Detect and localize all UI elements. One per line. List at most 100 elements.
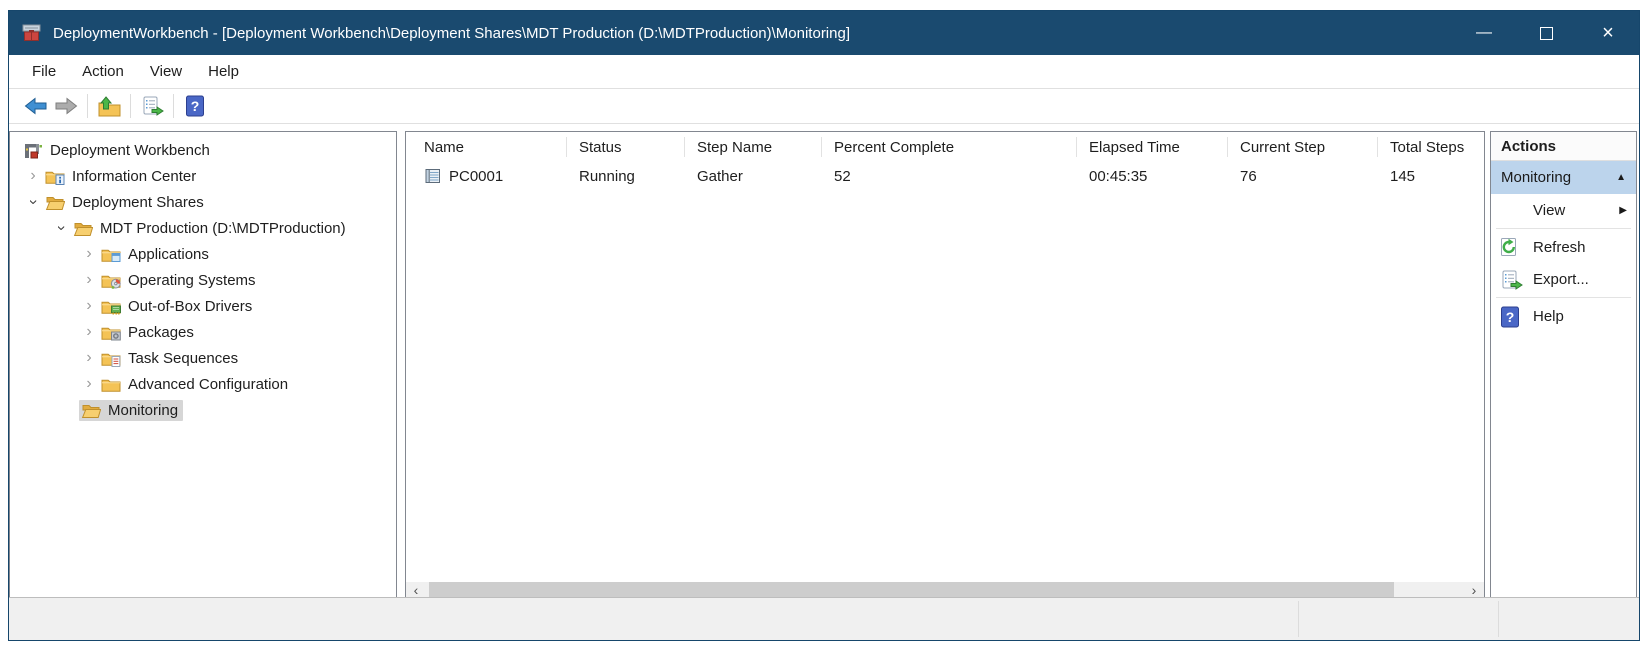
tree-item-packages[interactable]: › Packages <box>10 319 396 345</box>
column-header-status[interactable]: Status <box>567 132 685 162</box>
tree-item-label: Operating Systems <box>128 271 256 289</box>
expander-collapsed-icon[interactable]: › <box>86 271 92 288</box>
toolbar-separator <box>173 94 174 118</box>
tree-item-label: Task Sequences <box>128 349 239 367</box>
tree-item-label: Packages <box>128 323 194 341</box>
tree-item-deployment-workbench[interactable]: Deployment Workbench <box>10 137 396 163</box>
results-pane: Name Status Step Name Percent Complete Elaps… <box>405 131 1485 600</box>
action-label: Refresh <box>1533 238 1586 256</box>
cell-step-name: Gather <box>697 167 743 185</box>
up-one-level-button[interactable] <box>94 93 124 119</box>
tree-item-information-center[interactable]: › Information Center <box>10 163 396 189</box>
column-header-step-name[interactable]: Step Name <box>685 132 822 162</box>
back-button[interactable] <box>21 93 51 119</box>
refresh-icon <box>1499 237 1520 258</box>
tree-item-applications[interactable]: › Applications <box>10 241 396 267</box>
expander-collapsed-icon[interactable]: › <box>86 375 92 392</box>
minimize-button[interactable]: — <box>1476 24 1492 41</box>
tree-item-advanced-configuration[interactable]: › Advanced Configuration <box>10 371 396 397</box>
tree-item-mdt-production-d-mdtproduction[interactable]: › MDT Production (D:\MDTProduction) <box>10 215 396 241</box>
column-header-current-step[interactable]: Current Step <box>1228 132 1378 162</box>
menu-view[interactable]: View <box>149 63 183 80</box>
forward-button[interactable] <box>51 93 81 119</box>
scroll-right-icon[interactable]: › <box>1471 582 1477 598</box>
help-button[interactable]: ? <box>180 93 210 119</box>
action-label: View <box>1533 201 1566 219</box>
submenu-arrow-icon: ▶ <box>1619 204 1627 216</box>
menu-action[interactable]: Action <box>82 63 124 80</box>
tree-item-body[interactable]: Packages <box>99 322 199 343</box>
actions-item-list: View ▶ Refresh Export... ? Help <box>1491 194 1636 332</box>
content-area: Deployment Workbench › Information Cente… <box>9 124 1639 600</box>
tree-item-body[interactable]: MDT Production (D:\MDTProduction) <box>71 218 351 239</box>
tree-item-body[interactable]: Task Sequences <box>99 348 243 369</box>
tree-item-out-of-box-drivers[interactable]: › Out-of-Box Drivers <box>10 293 396 319</box>
action-view[interactable]: View ▶ <box>1491 194 1636 226</box>
tree-item-label: Information Center <box>72 167 197 185</box>
actions-group-monitoring[interactable]: Monitoring ▲ <box>1491 161 1636 194</box>
expander-collapsed-icon[interactable]: › <box>86 323 92 340</box>
maximize-button[interactable] <box>1515 11 1577 55</box>
maximize-icon <box>1539 26 1553 40</box>
expander-collapsed-icon[interactable]: › <box>30 167 36 184</box>
tree-item-body[interactable]: Advanced Configuration <box>99 374 293 395</box>
list-row-pc0001[interactable]: PC0001 Running Gather 52 00:45:35 76 145 <box>406 162 1484 190</box>
folder-open-icon <box>81 402 101 419</box>
tree-item-body[interactable]: Operating Systems <box>99 270 261 291</box>
back-icon <box>24 95 48 117</box>
export-icon <box>140 95 164 118</box>
action-label: Help <box>1533 307 1564 325</box>
column-header-name[interactable]: Name <box>406 132 567 162</box>
tree-item-label: MDT Production (D:\MDTProduction) <box>100 219 346 237</box>
expander-expanded-icon[interactable]: › <box>25 199 42 205</box>
export-list-button[interactable] <box>137 93 167 119</box>
folder-os-icon <box>101 272 121 289</box>
folder-apps-icon <box>101 246 121 263</box>
tree-item-body[interactable]: Deployment Shares <box>43 192 209 213</box>
column-header-total-steps[interactable]: Total Steps <box>1390 138 1465 156</box>
tree-item-body[interactable]: Information Center <box>43 166 201 187</box>
menu-file[interactable]: File <box>32 63 57 80</box>
menu-bar: File Action View Help <box>9 55 1639 89</box>
folder-open-icon <box>45 194 65 211</box>
scroll-left-icon[interactable]: ‹ <box>413 582 419 598</box>
tree-item-label: Applications <box>128 245 209 263</box>
folder-tasks-icon <box>101 350 121 367</box>
action-refresh[interactable]: Refresh <box>1491 231 1636 263</box>
tree-item-body[interactable]: Out-of-Box Drivers <box>99 296 257 317</box>
tree-item-body[interactable]: Monitoring <box>79 399 184 421</box>
scrollbar-track[interactable] <box>426 582 1464 599</box>
column-header-elapsed-time[interactable]: Elapsed Time <box>1077 132 1228 162</box>
close-button[interactable]: × <box>1602 21 1614 44</box>
tree-item-task-sequences[interactable]: › Task Sequences <box>10 345 396 371</box>
export-icon <box>1499 269 1523 290</box>
tree-item-body[interactable]: Deployment Workbench <box>21 140 215 161</box>
window-controls: — × <box>1453 11 1639 55</box>
cell-elapsed-time: 00:45:35 <box>1089 167 1148 185</box>
cell-current-step: 76 <box>1240 167 1257 185</box>
expander-collapsed-icon[interactable]: › <box>86 349 92 366</box>
tree-item-deployment-shares[interactable]: › Deployment Shares <box>10 189 396 215</box>
actions-pane: Actions Monitoring ▲ View ▶ Refresh Expor… <box>1490 131 1637 600</box>
action-help[interactable]: ? Help <box>1491 300 1636 332</box>
title-bar: DeploymentWorkbench - [Deployment Workbe… <box>9 11 1639 55</box>
toolbar: ? <box>9 89 1639 124</box>
collapse-group-icon[interactable]: ▲ <box>1616 172 1626 183</box>
expander-collapsed-icon[interactable]: › <box>86 297 92 314</box>
tree-item-body[interactable]: Applications <box>99 244 214 265</box>
folder-drivers-icon <box>101 298 121 315</box>
action-export[interactable]: Export... <box>1491 263 1636 295</box>
tree-item-monitoring[interactable]: Monitoring <box>10 397 396 423</box>
expander-expanded-icon[interactable]: › <box>53 225 70 231</box>
tree-item-operating-systems[interactable]: › Operating Systems <box>10 267 396 293</box>
toolbar-separator <box>87 94 88 118</box>
svg-text:?: ? <box>191 98 200 114</box>
folder-open-icon <box>73 220 93 237</box>
horizontal-scrollbar[interactable]: ‹ › <box>406 582 1484 599</box>
scrollbar-thumb[interactable] <box>429 582 1394 599</box>
expander-collapsed-icon[interactable]: › <box>86 245 92 262</box>
tree-item-label: Deployment Workbench <box>50 141 210 159</box>
help-icon: ? <box>184 95 206 117</box>
menu-help[interactable]: Help <box>208 63 239 80</box>
column-header-percent-complete[interactable]: Percent Complete <box>822 132 1077 162</box>
